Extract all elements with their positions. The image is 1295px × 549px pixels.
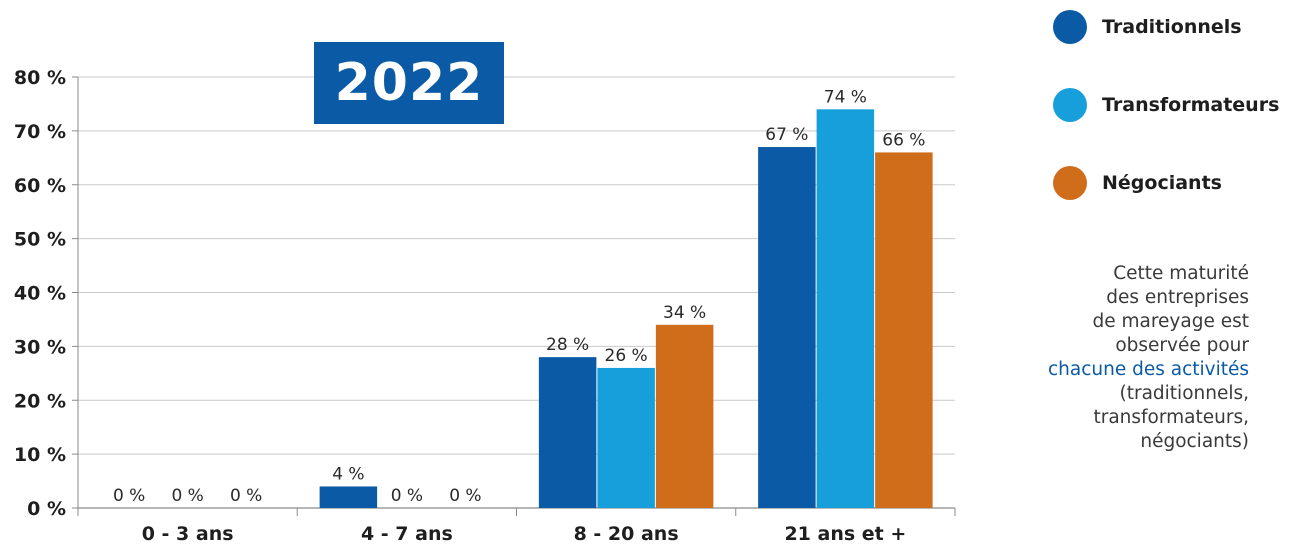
legend-swatch-traditionnels <box>1053 10 1087 44</box>
bar-ngociants-3 <box>875 152 933 509</box>
note-highlight: chacune des activités <box>1047 359 1249 380</box>
y-tick-label: 10 % <box>14 444 66 466</box>
bar-traditionnels-3 <box>758 147 816 508</box>
bar-ngociants-2 <box>655 324 714 508</box>
y-tick-label: 50 % <box>14 229 66 251</box>
note-line-3: de mareyage est <box>1092 311 1249 332</box>
y-tick-label: 70 % <box>14 121 66 143</box>
data-label: 0 % <box>113 486 145 506</box>
y-tick-label: 20 % <box>14 390 66 412</box>
note-line-5: (traditionnels, <box>1119 383 1250 404</box>
data-label: 34 % <box>663 303 706 323</box>
data-label: 0 % <box>171 486 203 506</box>
side-note: Cette maturité des entreprises de mareya… <box>989 262 1249 454</box>
x-category-label: 0 - 3 ans <box>142 523 234 545</box>
note-line-7: négociants) <box>1140 431 1249 452</box>
data-label: 74 % <box>824 87 867 107</box>
legend-label-transformateurs: Transformateurs <box>1102 94 1280 116</box>
year-badge: 2022 <box>314 42 504 124</box>
data-label: 26 % <box>605 346 648 366</box>
y-tick-label: 30 % <box>14 336 66 358</box>
note-line-4: observée pour <box>1115 335 1249 356</box>
legend-label-traditionnels: Traditionnels <box>1102 16 1242 38</box>
data-label: 0 % <box>449 486 481 506</box>
note-line-1: Cette maturité <box>1113 263 1249 284</box>
note-line-2: des entreprises <box>1106 287 1249 308</box>
data-label: 28 % <box>546 335 589 355</box>
note-line-6: transformateurs, <box>1093 407 1249 428</box>
data-label: 0 % <box>391 486 423 506</box>
x-category-label: 21 ans et + <box>784 523 906 545</box>
x-category-label: 8 - 20 ans <box>574 523 679 545</box>
x-category-label: 4 - 7 ans <box>361 523 453 545</box>
legend-label-negociants: Négociants <box>1102 172 1222 194</box>
legend-item-negociants: Négociants <box>1053 166 1222 200</box>
bar-transformateurs-3 <box>816 109 875 508</box>
y-tick-label: 40 % <box>14 283 66 305</box>
legend-item-traditionnels: Traditionnels <box>1053 10 1242 44</box>
year-badge-text: 2022 <box>334 53 484 113</box>
data-label: 67 % <box>765 125 808 145</box>
bar-traditionnels-1 <box>319 486 378 508</box>
data-label: 66 % <box>882 130 925 150</box>
data-label: 0 % <box>230 486 262 506</box>
legend-swatch-transformateurs <box>1053 88 1087 122</box>
bar-traditionnels-2 <box>538 357 597 508</box>
data-label: 4 % <box>332 464 364 484</box>
bar-transformateurs-2 <box>597 367 655 508</box>
legend-item-transformateurs: Transformateurs <box>1053 88 1279 122</box>
y-tick-label: 80 % <box>14 67 66 89</box>
legend-swatch-negociants <box>1053 166 1087 200</box>
y-tick-label: 0 % <box>27 498 66 520</box>
y-tick-label: 60 % <box>14 175 66 197</box>
